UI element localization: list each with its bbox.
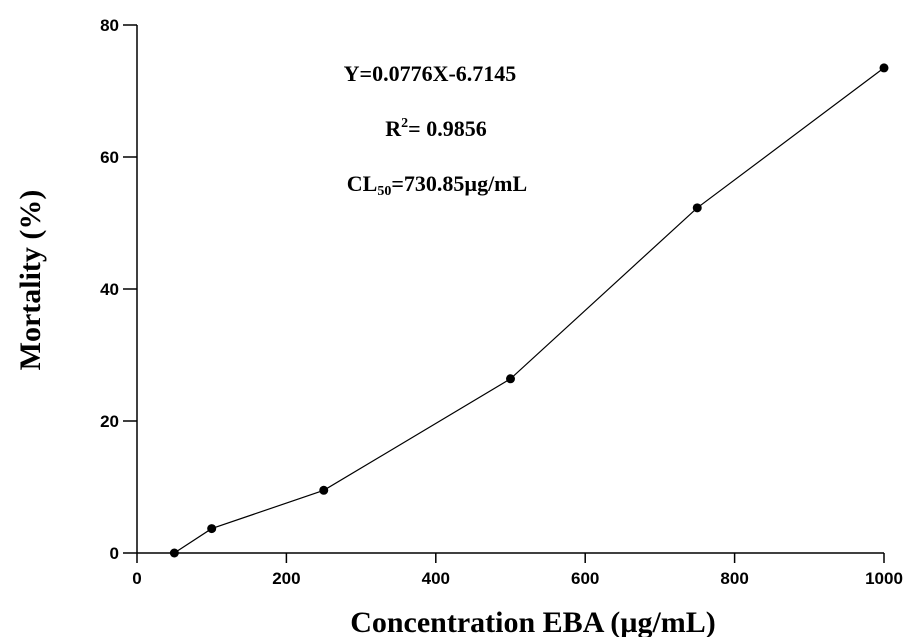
y-tick-label: 40 [100,280,119,299]
data-point [169,548,179,558]
y-tick-label: 60 [100,148,119,167]
cl50-prefix: CL [347,171,378,196]
x-tick-label: 800 [720,569,748,588]
data-point [506,374,515,384]
r2-prefix: R [385,116,402,141]
x-tick-label: 600 [571,569,599,588]
series-line-layer [173,67,885,554]
data-point [319,485,329,495]
y-tick-label: 0 [110,544,119,563]
data-point [879,63,889,73]
data-point [692,203,702,213]
y-tick-label: 20 [100,412,119,431]
data-markers [169,63,889,558]
equation-annotation: Y=0.0776X-6.7145 [344,61,517,86]
x-tick-label: 200 [272,569,300,588]
data-point [207,524,217,534]
series-line [173,67,885,554]
x-axis-title: Concentration EBA (µg/mL) [350,606,716,637]
x-tick-label: 1000 [865,569,903,588]
r2-value: = 0.9856 [408,116,487,141]
cl50-subscript: 50 [377,184,391,199]
cl50-value: =730.85µg/mL [391,171,527,196]
x-tick-label: 400 [422,569,450,588]
x-tick-label: 0 [132,569,141,588]
y-tick-label: 80 [100,16,119,35]
r2-superscript: 2 [401,116,408,131]
r-squared-annotation: R2= 0.9856 [385,116,486,141]
y-axis-title: Mortality (%) [14,190,47,371]
cl50-annotation: CL50=730.85µg/mL [347,171,527,199]
